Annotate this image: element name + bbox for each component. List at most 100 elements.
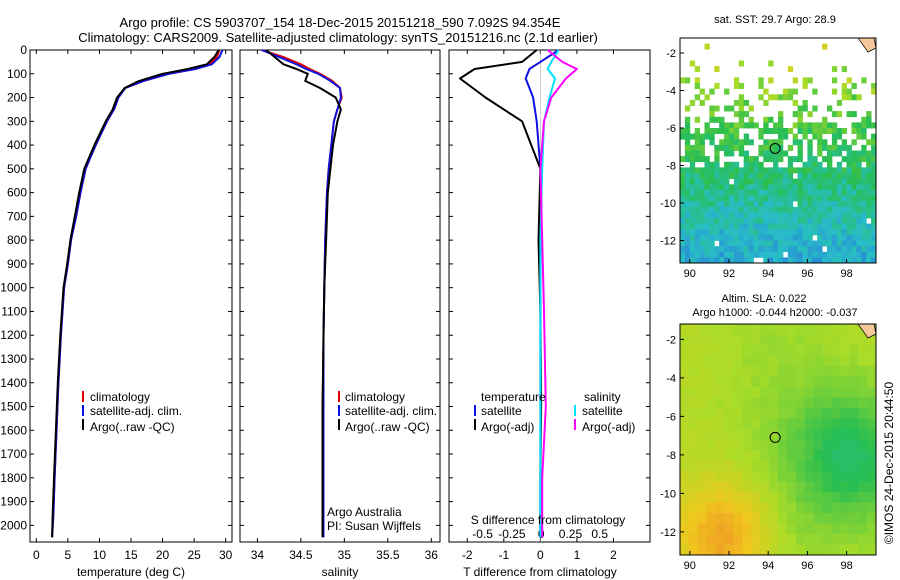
map-cell — [795, 397, 806, 409]
map-cell — [733, 366, 743, 377]
map-cell — [792, 240, 798, 247]
map-cell — [807, 144, 813, 151]
map-cell — [719, 195, 725, 202]
map-cell — [724, 502, 734, 514]
s-tick-label: 0.25 — [559, 527, 583, 541]
map-cell — [729, 144, 735, 151]
map-cell — [684, 223, 691, 230]
map-cell — [724, 144, 730, 151]
map-cell — [822, 257, 828, 264]
map-cell — [858, 481, 868, 493]
x-tick-label: 34 — [251, 548, 265, 562]
map-cell — [768, 251, 774, 258]
map-cell — [724, 408, 734, 419]
map-cell — [840, 408, 850, 419]
map-cell — [836, 167, 843, 174]
map-cell — [804, 544, 814, 556]
map-cell — [733, 133, 740, 140]
map-cell — [831, 77, 838, 84]
map-cell — [817, 150, 823, 157]
map-cell — [684, 234, 691, 241]
map-cell — [704, 212, 710, 219]
map-cell — [714, 167, 720, 174]
map-cell — [778, 246, 784, 253]
map-cell — [729, 212, 735, 219]
map-cell — [719, 178, 725, 185]
map-cell — [804, 387, 814, 398]
map-cell — [782, 133, 789, 140]
legend-label-satellite: satellite-adj. clim. — [345, 404, 437, 418]
map-cell — [807, 195, 813, 202]
map-cell — [851, 178, 857, 185]
map-cell — [841, 234, 847, 241]
map-cell — [846, 94, 852, 101]
map-cell — [733, 324, 743, 335]
map-cell — [778, 218, 784, 224]
map-cell — [812, 223, 818, 230]
map-cell — [856, 122, 862, 129]
map-cell — [866, 184, 872, 191]
map-cell — [768, 139, 774, 146]
map-cell — [768, 116, 774, 123]
map-cell — [760, 429, 770, 440]
map-cell — [782, 212, 789, 219]
map-cell — [733, 212, 740, 219]
map-cell — [743, 173, 749, 179]
map-cell — [743, 251, 749, 258]
map-cell — [743, 167, 749, 174]
map-cell — [802, 246, 808, 253]
map-cell — [733, 397, 743, 409]
salinity-profiles — [261, 49, 343, 538]
map-cell — [782, 128, 789, 134]
map-cell — [807, 251, 813, 258]
map-y-tick-label: -10 — [660, 488, 676, 500]
map-cell — [841, 251, 847, 258]
salinity-xlabel: salinity — [322, 565, 359, 579]
map-cell — [792, 88, 798, 95]
map-cell — [831, 376, 841, 388]
map-cell — [849, 513, 859, 524]
y-tick-label: 1900 — [0, 495, 27, 509]
map-cell — [743, 218, 749, 224]
map-cell — [840, 544, 850, 556]
map-cell — [858, 387, 868, 398]
map-cell — [836, 189, 843, 196]
map-cell — [729, 257, 735, 264]
map-cell — [714, 178, 720, 185]
map-cell — [858, 376, 868, 388]
map-cell — [827, 240, 833, 247]
x-tick-label: -1 — [498, 548, 509, 562]
map-cell — [699, 99, 705, 106]
map-cell — [822, 429, 832, 440]
map-cell — [807, 206, 813, 213]
map-cell — [724, 460, 734, 472]
map-cell — [846, 246, 852, 253]
x-tick-label: 25 — [187, 548, 201, 562]
y-tick-label: 500 — [7, 162, 27, 176]
map-cell — [802, 218, 808, 224]
map-cell — [714, 105, 720, 112]
map-cell — [758, 144, 764, 151]
map-cell — [689, 257, 696, 264]
map-cell — [738, 116, 745, 123]
map-cell — [748, 246, 754, 253]
map-cell — [715, 334, 725, 346]
map-cell — [758, 234, 764, 241]
map-cell — [802, 161, 808, 168]
map-cell — [851, 223, 857, 230]
map-cell — [699, 246, 705, 253]
map-cell — [807, 223, 813, 230]
map-cell — [742, 471, 752, 482]
map-cell — [738, 212, 745, 219]
map-cell — [680, 334, 690, 346]
map-cell — [714, 66, 720, 73]
legend-swatch-satellite — [82, 405, 84, 416]
y-tick-label: 700 — [7, 209, 27, 223]
map-cell — [831, 223, 838, 230]
map-cell — [709, 167, 715, 174]
map-cell — [822, 201, 828, 208]
map-cell — [760, 345, 770, 356]
map-cell — [753, 206, 759, 213]
map-cell — [680, 408, 690, 419]
y-tick-label: 1500 — [0, 400, 27, 414]
